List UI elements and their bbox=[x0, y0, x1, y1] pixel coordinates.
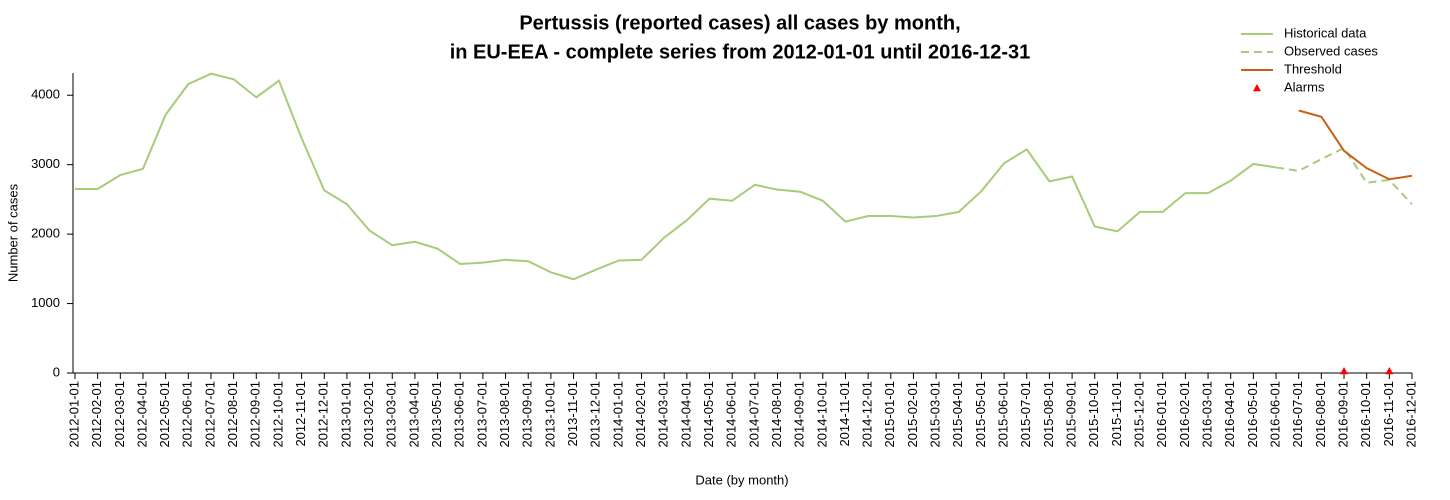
legend-marker bbox=[1253, 84, 1261, 92]
x-tick-label: 2013-02-01 bbox=[361, 381, 376, 448]
x-tick-label: 2012-03-01 bbox=[112, 381, 127, 448]
x-tick-label: 2015-06-01 bbox=[996, 381, 1011, 448]
x-tick-label: 2012-11-01 bbox=[293, 381, 308, 447]
x-tick-label: 2014-08-01 bbox=[769, 381, 784, 448]
series-line bbox=[1275, 146, 1413, 205]
x-axis-label: Date (by month) bbox=[695, 472, 788, 487]
y-tick-label: 3000 bbox=[31, 156, 60, 171]
x-tick-label: 2016-07-01 bbox=[1290, 381, 1305, 448]
x-tick-label: 2016-06-01 bbox=[1267, 381, 1282, 448]
x-tick-label: 2012-12-01 bbox=[316, 381, 331, 448]
x-tick-label: 2014-01-01 bbox=[610, 381, 625, 448]
x-tick-label: 2012-06-01 bbox=[180, 381, 195, 448]
x-tick-label: 2014-02-01 bbox=[633, 381, 648, 448]
x-tick-label: 2012-10-01 bbox=[270, 381, 285, 448]
x-tick-label: 2014-06-01 bbox=[724, 381, 739, 448]
x-tick-label: 2012-07-01 bbox=[202, 381, 217, 448]
alarm-marker bbox=[1340, 367, 1349, 375]
series-line bbox=[75, 72, 1277, 281]
x-tick-label: 2014-12-01 bbox=[860, 381, 875, 448]
x-tick-label: 2013-12-01 bbox=[588, 381, 603, 448]
x-tick-label: 2015-11-01 bbox=[1109, 381, 1124, 447]
x-tick-label: 2015-02-01 bbox=[905, 381, 920, 448]
x-tick-label: 2013-06-01 bbox=[452, 381, 467, 448]
x-tick-label: 2015-01-01 bbox=[882, 381, 897, 448]
x-tick-label: 2016-08-01 bbox=[1313, 381, 1328, 448]
x-tick-label: 2015-04-01 bbox=[950, 381, 965, 448]
legend-label: Historical data bbox=[1284, 25, 1367, 40]
x-tick-label: 2013-03-01 bbox=[384, 381, 399, 448]
x-tick-label: 2016-04-01 bbox=[1222, 381, 1237, 448]
x-tick-label: 2012-04-01 bbox=[134, 381, 149, 448]
x-tick-label: 2012-05-01 bbox=[157, 381, 172, 448]
x-tick-label: 2013-05-01 bbox=[429, 381, 444, 448]
x-tick-label: 2013-10-01 bbox=[542, 381, 557, 448]
x-tick-label: 2015-12-01 bbox=[1132, 381, 1147, 448]
x-tick-label: 2013-04-01 bbox=[406, 381, 421, 448]
x-tick-label: 2016-01-01 bbox=[1154, 381, 1169, 448]
x-tick-label: 2015-07-01 bbox=[1018, 381, 1033, 448]
x-tick-label: 2015-10-01 bbox=[1086, 381, 1101, 448]
x-tick-label: 2014-09-01 bbox=[792, 381, 807, 448]
series-line bbox=[1298, 109, 1413, 181]
x-tick-label: 2013-09-01 bbox=[520, 381, 535, 448]
y-tick-label: 4000 bbox=[31, 87, 60, 102]
x-tick-label: 2016-09-01 bbox=[1335, 381, 1350, 448]
x-tick-label: 2012-02-01 bbox=[89, 381, 104, 448]
x-tick-label: 2015-08-01 bbox=[1041, 381, 1056, 448]
x-tick-label: 2012-09-01 bbox=[248, 381, 263, 448]
chart-title: Pertussis (reported cases) all cases by … bbox=[519, 12, 960, 34]
x-tick-label: 2014-03-01 bbox=[656, 381, 671, 448]
legend-label: Observed cases bbox=[1284, 43, 1378, 58]
x-tick-label: 2012-08-01 bbox=[225, 381, 240, 448]
x-tick-label: 2015-09-01 bbox=[1064, 381, 1079, 448]
x-tick-label: 2016-03-01 bbox=[1199, 381, 1214, 448]
x-tick-label: 2014-04-01 bbox=[678, 381, 693, 448]
y-tick-label: 0 bbox=[53, 364, 60, 379]
x-tick-label: 2016-10-01 bbox=[1358, 381, 1373, 448]
y-tick-label: 1000 bbox=[31, 295, 60, 310]
x-tick-label: 2013-11-01 bbox=[565, 381, 580, 447]
chart-title: in EU-EEA - complete series from 2012-01… bbox=[450, 41, 1031, 63]
x-tick-label: 2014-10-01 bbox=[814, 381, 829, 448]
x-tick-label: 2013-01-01 bbox=[338, 381, 353, 448]
x-tick-label: 2014-11-01 bbox=[837, 381, 852, 447]
x-tick-label: 2016-02-01 bbox=[1177, 381, 1192, 448]
x-tick-label: 2013-07-01 bbox=[474, 381, 489, 448]
x-tick-label: 2014-05-01 bbox=[701, 381, 716, 448]
x-tick-label: 2015-05-01 bbox=[973, 381, 988, 448]
x-tick-label: 2015-03-01 bbox=[928, 381, 943, 448]
x-tick-label: 2014-07-01 bbox=[746, 381, 761, 448]
x-tick-label: 2012-01-01 bbox=[66, 381, 81, 448]
alarm-marker bbox=[1385, 367, 1394, 375]
y-axis-label: Number of cases bbox=[5, 183, 20, 282]
legend-label: Alarms bbox=[1284, 79, 1325, 94]
x-tick-label: 2016-11-01 bbox=[1381, 381, 1396, 447]
y-tick-label: 2000 bbox=[31, 226, 60, 241]
legend-label: Threshold bbox=[1284, 61, 1342, 76]
x-tick-label: 2016-05-01 bbox=[1245, 381, 1260, 448]
x-tick-label: 2016-12-01 bbox=[1403, 381, 1418, 448]
x-tick-label: 2013-08-01 bbox=[497, 381, 512, 448]
